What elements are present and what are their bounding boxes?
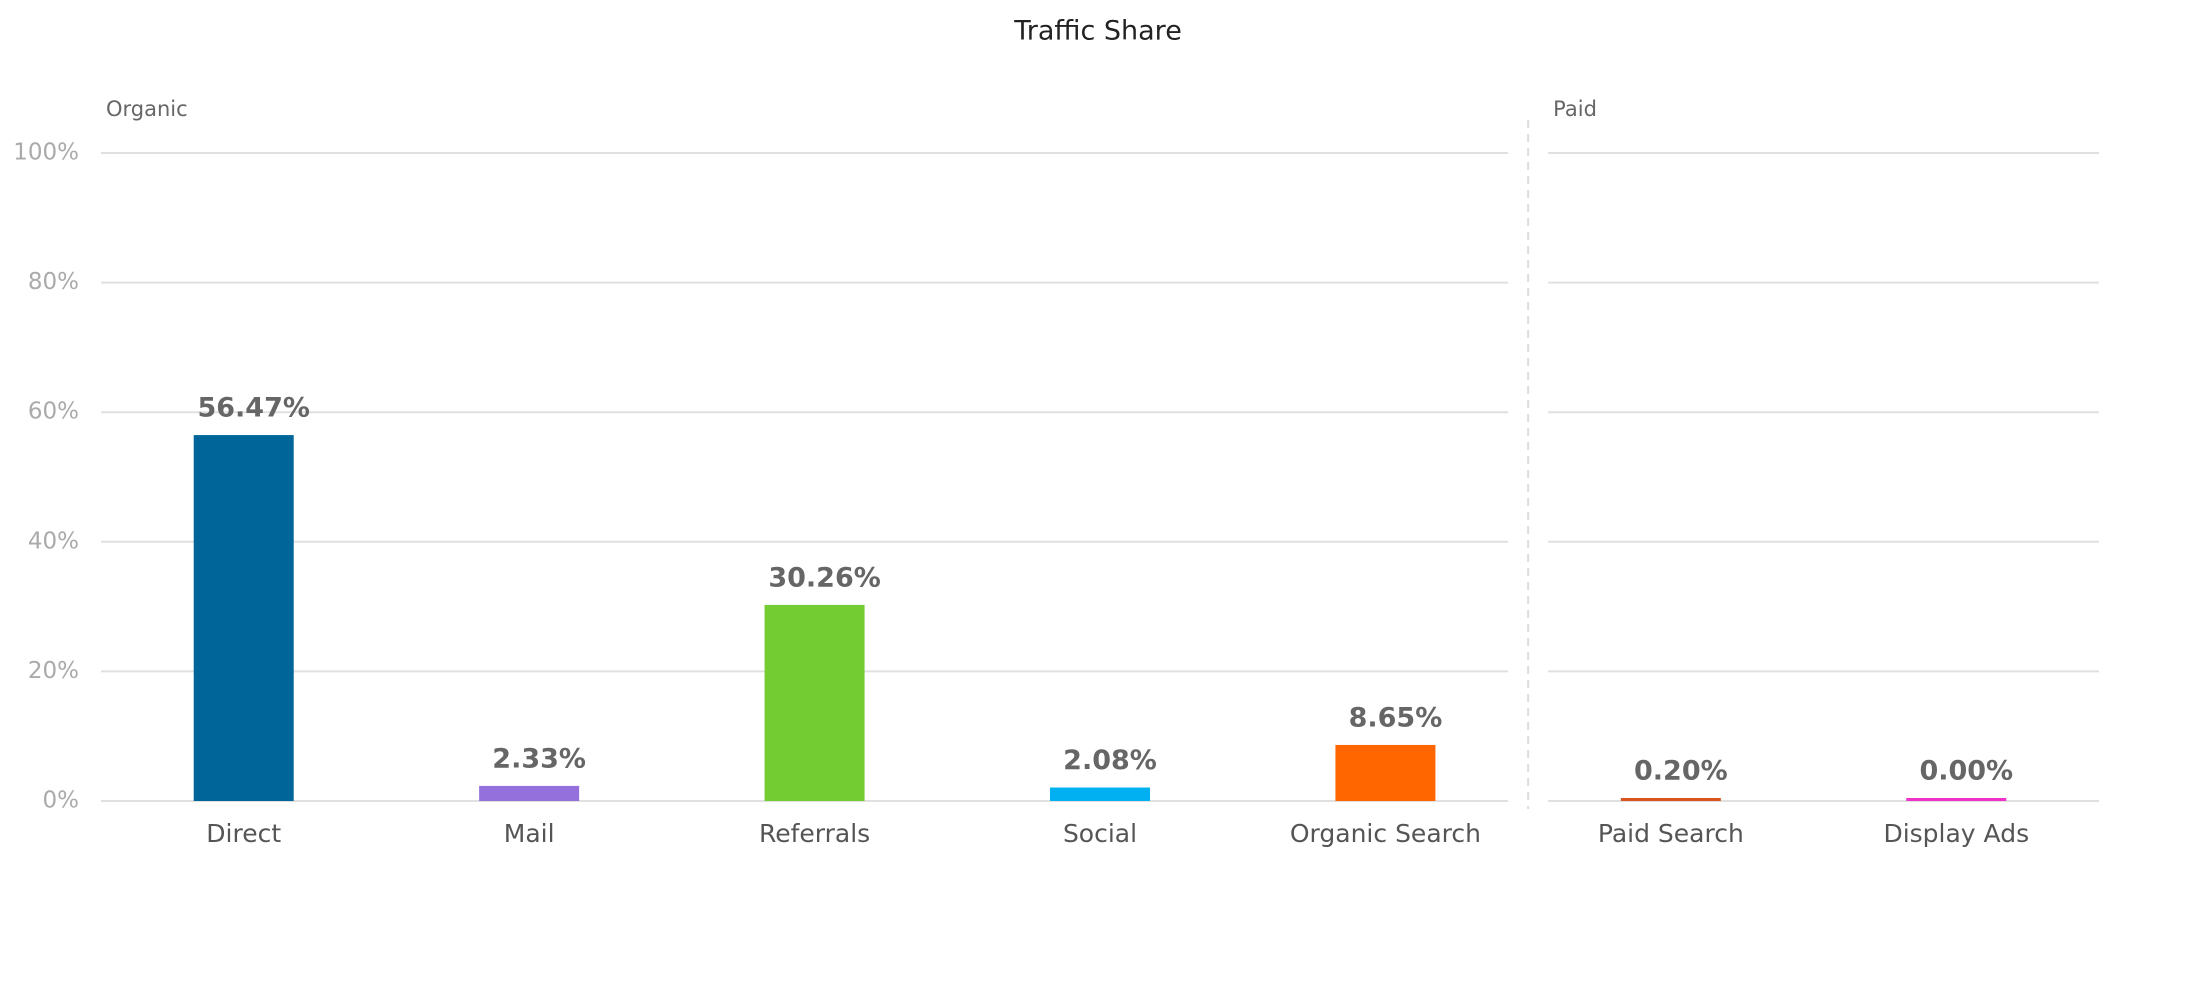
y-tick-label: 40% xyxy=(28,528,79,554)
x-tick-label: Organic Search xyxy=(1290,819,1481,848)
value-label: 56.47% xyxy=(197,393,309,424)
bar xyxy=(1620,798,1721,801)
bar xyxy=(479,785,580,801)
x-tick-label: Social xyxy=(1063,819,1137,848)
bar xyxy=(1050,787,1150,801)
y-tick-label: 60% xyxy=(28,399,79,425)
group-label: Paid xyxy=(1553,97,1597,121)
bar xyxy=(1335,744,1436,801)
group-label: Organic xyxy=(106,97,188,121)
x-tick-label: Paid Search xyxy=(1598,819,1744,848)
value-label: 2.08% xyxy=(1063,745,1157,776)
y-tick-label: 20% xyxy=(28,658,79,684)
value-label: 0.00% xyxy=(1919,756,2013,787)
y-tick-label: 100% xyxy=(13,140,79,166)
value-label: 8.65% xyxy=(1349,702,1443,733)
y-tick-label: 80% xyxy=(28,269,79,295)
x-tick-label: Direct xyxy=(206,819,281,848)
x-tick-label: Display Ads xyxy=(1883,819,2029,848)
value-label: 2.33% xyxy=(492,743,586,774)
value-label: 0.20% xyxy=(1634,756,1728,787)
x-tick-label: Mail xyxy=(504,819,555,848)
value-label: 30.26% xyxy=(768,562,880,593)
chart-title: Traffic Share xyxy=(1013,16,1182,47)
bar xyxy=(1906,798,2007,801)
y-tick-label: 0% xyxy=(43,788,80,814)
x-tick-label: Referrals xyxy=(759,819,870,848)
bar xyxy=(764,604,865,801)
bar xyxy=(193,435,294,801)
